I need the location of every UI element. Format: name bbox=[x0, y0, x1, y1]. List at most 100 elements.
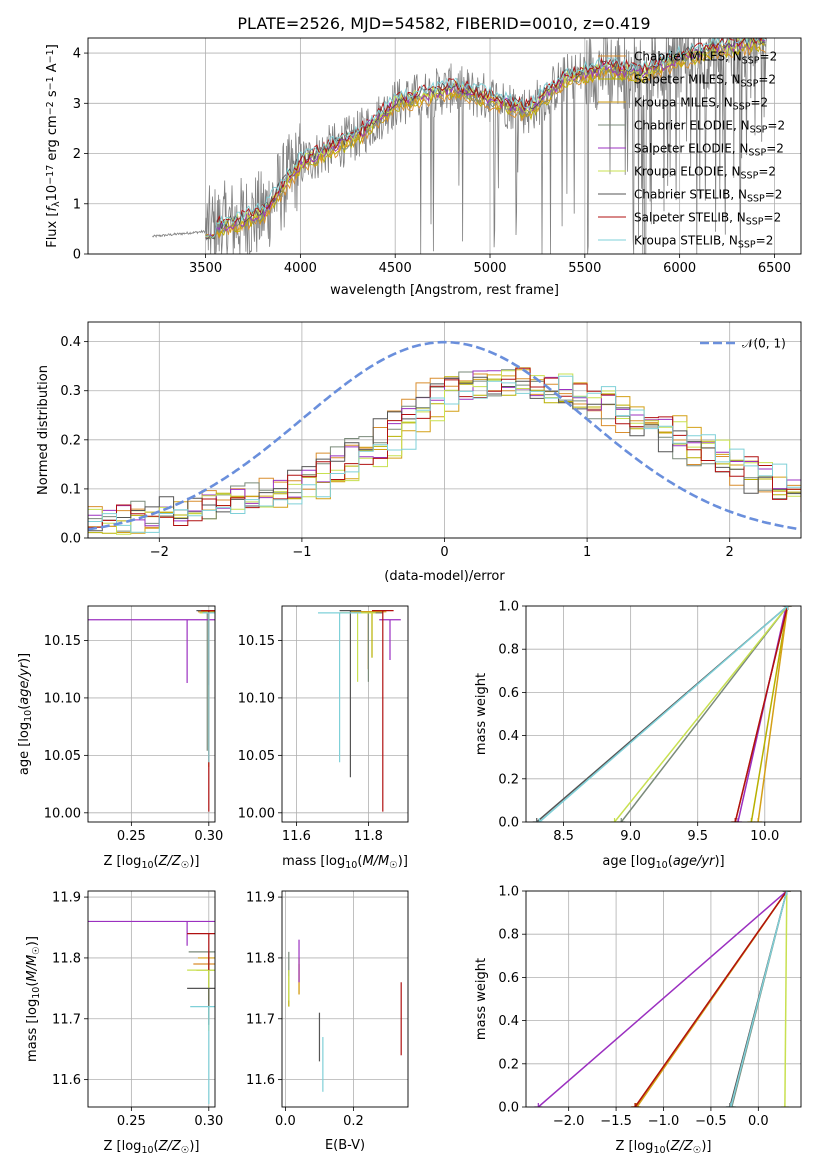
y-tick-label: 11.8 bbox=[246, 951, 275, 966]
endpoint-marker bbox=[780, 1103, 789, 1107]
x-tick-label: 3500 bbox=[189, 261, 222, 276]
mass-weight-line bbox=[750, 606, 789, 822]
legend-label: Kroupa MILES, NSSP=2 bbox=[634, 96, 768, 113]
y-tick-label: 0.0 bbox=[498, 1101, 519, 1116]
x-tick-label: 4500 bbox=[379, 261, 412, 276]
y-tick-label: 4 bbox=[73, 47, 81, 62]
error-bars bbox=[88, 609, 215, 812]
mass-weight-lines bbox=[534, 891, 791, 1107]
mass-weight-line bbox=[613, 606, 789, 822]
y-tick-label: 0.3 bbox=[60, 384, 81, 399]
axes-frame bbox=[525, 890, 802, 1108]
y-tick-label: 10.10 bbox=[238, 691, 275, 706]
y-axis-label: mass [log10(M/M☉)] bbox=[25, 936, 42, 1062]
y-tick-label: 0.1 bbox=[60, 482, 81, 497]
y-tick-label: 10.00 bbox=[44, 806, 81, 821]
x-axis-label: E(B-V) bbox=[325, 1138, 365, 1153]
x-tick-label: −1.0 bbox=[648, 1114, 680, 1129]
legend-label: Kroupa ELODIE, NSSP=2 bbox=[634, 165, 776, 182]
y-tick-label: 11.6 bbox=[246, 1073, 275, 1088]
gaussian-reference-line bbox=[88, 340, 799, 531]
endpoint-marker bbox=[725, 1103, 734, 1107]
model-spectrum-line bbox=[205, 38, 766, 238]
y-tick-label: 10.05 bbox=[44, 749, 81, 764]
legend: Chabrier MILES, NSSP=2 Salpeter MILES, NS… bbox=[598, 50, 785, 250]
y-tick-label: 0.4 bbox=[60, 335, 81, 350]
mass-weight-line bbox=[537, 891, 788, 1107]
endpoint-marker bbox=[632, 1103, 640, 1107]
x-tick-label: 2 bbox=[726, 545, 734, 560]
mass-weight-line bbox=[757, 606, 789, 822]
mass-weight-line bbox=[634, 891, 788, 1107]
y-tick-label: 10.10 bbox=[44, 691, 81, 706]
legend-label: Salpeter ELODIE, NSSP=2 bbox=[634, 142, 784, 159]
mass-weight-lines bbox=[532, 606, 792, 822]
x-axis-label: Z [log10(Z/Z☉)] bbox=[104, 854, 200, 871]
endpoint-marker bbox=[731, 818, 740, 822]
y-tick-label: 0 bbox=[73, 248, 81, 263]
error-bars bbox=[288, 939, 402, 1092]
panel-residuals: −2 −1 0 1 2 0.0 0.1 0.2 0.3 0.4 (data-model)/error… bbox=[36, 321, 802, 584]
y-axis-label: Flux [fλ10−17 erg cm−2 s−1 A−1] bbox=[45, 44, 62, 248]
legend-label: Chabrier ELODIE, NSSP=2 bbox=[634, 119, 785, 136]
panel-mass-vs-Z: 0.25 0.30 11.6 11.7 11.8 11.9 Z [log10(Z/Z☉)] m… bbox=[25, 890, 223, 1156]
y-tick-label: 11.8 bbox=[52, 951, 81, 966]
legend-label: Salpeter STELIB, NSSP=2 bbox=[634, 211, 781, 228]
x-tick-label: 9.0 bbox=[620, 829, 641, 844]
x-tick-label: −0.5 bbox=[695, 1114, 727, 1129]
legend-label: Chabrier STELIB, NSSP=2 bbox=[634, 188, 782, 205]
panel-age-vs-Z: 0.25 0.30 10.00 10.05 10.10 10.15 Z [log10(Z/Z… bbox=[17, 605, 223, 871]
x-tick-label: 0.25 bbox=[117, 829, 146, 844]
mass-weight-line bbox=[784, 891, 788, 1107]
axes-frame bbox=[281, 605, 409, 823]
x-axis-label: (data-model)/error bbox=[384, 569, 505, 584]
x-axis-label: Z [log10(Z/Z☉)] bbox=[616, 1139, 712, 1156]
mass-weight-line bbox=[734, 606, 789, 822]
x-tick-label: 1 bbox=[583, 545, 591, 560]
x-tick-label: 0.30 bbox=[194, 1114, 223, 1129]
y-axis-label: mass weight bbox=[474, 958, 489, 1040]
y-tick-label: 1 bbox=[73, 197, 81, 212]
y-tick-label: 0.6 bbox=[498, 971, 519, 986]
y-tick-label: 1.0 bbox=[498, 885, 519, 900]
mass-weight-line bbox=[730, 891, 788, 1107]
y-tick-label: 10.00 bbox=[238, 806, 275, 821]
y-tick-label: 3 bbox=[73, 97, 81, 112]
x-axis-label: mass [log10(M/M☉)] bbox=[282, 854, 408, 871]
endpoint-marker bbox=[631, 1103, 640, 1107]
axes-frame bbox=[87, 37, 802, 255]
panel-mass-weight-vs-Z: −2.0 −1.5 −1.0 −0.5 0.0 0.0 0.2 0.4 0.6 0.8 1.0 Z [… bbox=[474, 885, 802, 1156]
x-tick-label: 8.5 bbox=[553, 829, 574, 844]
endpoint-marker bbox=[782, 891, 791, 895]
x-tick-label: 0.2 bbox=[343, 1114, 364, 1129]
endpoint-marker bbox=[754, 818, 763, 822]
y-tick-label: 0.0 bbox=[498, 816, 519, 831]
endpoint-marker bbox=[726, 1103, 735, 1107]
x-tick-label: −2 bbox=[150, 545, 169, 560]
y-tick-label: 11.7 bbox=[52, 1012, 81, 1027]
endpoint-marker bbox=[733, 818, 742, 822]
y-tick-label: 0.2 bbox=[498, 772, 519, 787]
axes-frame bbox=[87, 890, 216, 1108]
y-tick-label: 0.4 bbox=[498, 729, 519, 744]
model-spectrum-line bbox=[205, 38, 766, 238]
spectrum-lines bbox=[152, 38, 767, 254]
x-tick-label: 9.5 bbox=[687, 829, 708, 844]
y-tick-label: 0.2 bbox=[498, 1057, 519, 1072]
endpoint-marker bbox=[534, 1103, 543, 1107]
axes-frame bbox=[87, 321, 802, 539]
endpoint-marker bbox=[535, 818, 544, 822]
x-tick-label: 5000 bbox=[473, 261, 506, 276]
y-tick-label: 11.9 bbox=[246, 891, 275, 906]
y-tick-label: 2 bbox=[73, 147, 81, 162]
axes-frame bbox=[281, 890, 409, 1108]
x-tick-label: 0.0 bbox=[275, 1114, 296, 1129]
y-tick-label: 11.6 bbox=[52, 1073, 81, 1088]
panel-age-vs-mass: 11.6 11.8 10.00 10.05 10.10 10.15 mass [log10(… bbox=[238, 605, 409, 871]
endpoint-marker bbox=[783, 606, 792, 610]
legend-label: 𝒩(0, 1) bbox=[742, 337, 786, 351]
x-tick-label: −1.5 bbox=[600, 1114, 632, 1129]
panel-spectrum: 3500 4000 4500 5000 5500 6000 6500 0 1 2 3 4 wavelen… bbox=[45, 37, 802, 298]
x-axis-label: Z [log10(Z/Z☉)] bbox=[104, 1139, 200, 1156]
y-tick-label: 10.15 bbox=[44, 634, 81, 649]
